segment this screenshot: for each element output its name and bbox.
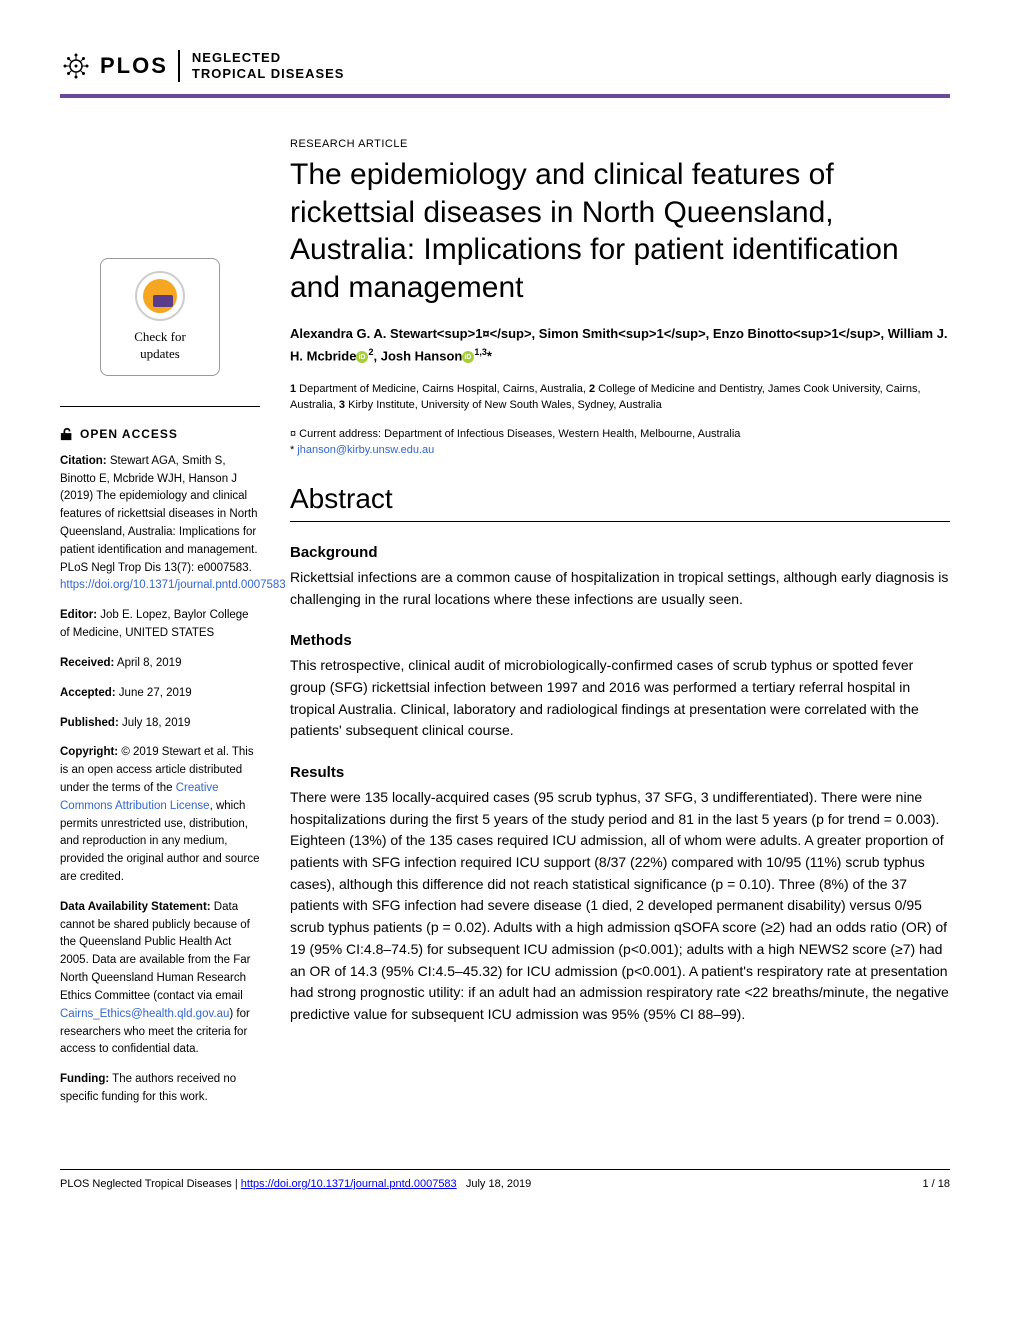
plos-logo: PLOS <box>60 50 168 82</box>
crossmark-icon <box>135 271 185 321</box>
methods-text: This retrospective, clinical audit of mi… <box>290 655 950 742</box>
page-footer: PLOS Neglected Tropical Diseases | https… <box>60 1169 950 1190</box>
check-for-updates-badge[interactable]: Check for updates <box>100 258 220 376</box>
data-availability-block: Data Availability Statement: Data cannot… <box>60 899 260 1059</box>
orcid-icon[interactable] <box>462 351 474 363</box>
plos-wordmark: PLOS <box>100 53 168 79</box>
correspondence: ¤ Current address: Department of Infecti… <box>290 426 950 459</box>
page-number: 1 / 18 <box>922 1178 950 1190</box>
funding-block: Funding: The authors received no specifi… <box>60 1071 260 1107</box>
plos-logo-icon <box>60 50 92 82</box>
sidebar: Check for updates OPEN ACCESS Citation: … <box>60 138 260 1119</box>
author-list: Alexandra G. A. Stewart<sup>1¤</sup>, Si… <box>290 324 950 367</box>
main-content: RESEARCH ARTICLE The epidemiology and cl… <box>290 138 950 1119</box>
citation-block: Citation: Stewart AGA, Smith S, Binotto … <box>60 453 260 596</box>
published-block: Published: July 18, 2019 <box>60 715 260 733</box>
methods-heading: Methods <box>290 632 950 649</box>
journal-subtitle: NEGLECTED TROPICAL DISEASES <box>178 50 345 81</box>
editor-block: Editor: Job E. Lopez, Baylor College of … <box>60 607 260 643</box>
ethics-email-link[interactable]: Cairns_Ethics@health.qld.gov.au <box>60 1008 229 1020</box>
journal-branding: PLOS NEGLECTED TROPICAL DISEASES <box>60 50 950 82</box>
background-heading: Background <box>290 544 950 561</box>
header-divider <box>60 94 950 98</box>
results-heading: Results <box>290 764 950 781</box>
open-lock-icon <box>60 427 74 441</box>
abstract-heading: Abstract <box>290 483 950 522</box>
citation-doi-link[interactable]: https://doi.org/10.1371/journal.pntd.000… <box>60 579 286 591</box>
article-title: The epidemiology and clinical features o… <box>290 156 950 306</box>
article-type: RESEARCH ARTICLE <box>290 138 950 150</box>
accepted-block: Accepted: June 27, 2019 <box>60 685 260 703</box>
received-block: Received: April 8, 2019 <box>60 655 260 673</box>
background-text: Rickettsial infections are a common caus… <box>290 567 950 610</box>
affiliations: 1 Department of Medicine, Cairns Hospita… <box>290 381 950 414</box>
corresponding-email-link[interactable]: jhanson@kirby.unsw.edu.au <box>297 444 434 456</box>
sidebar-divider <box>60 406 260 407</box>
copyright-block: Copyright: © 2019 Stewart et al. This is… <box>60 744 260 887</box>
results-text: There were 135 locally-acquired cases (9… <box>290 787 950 1026</box>
footer-doi-link[interactable]: https://doi.org/10.1371/journal.pntd.000… <box>241 1178 457 1190</box>
open-access-badge: OPEN ACCESS <box>60 427 260 441</box>
orcid-icon[interactable] <box>356 351 368 363</box>
